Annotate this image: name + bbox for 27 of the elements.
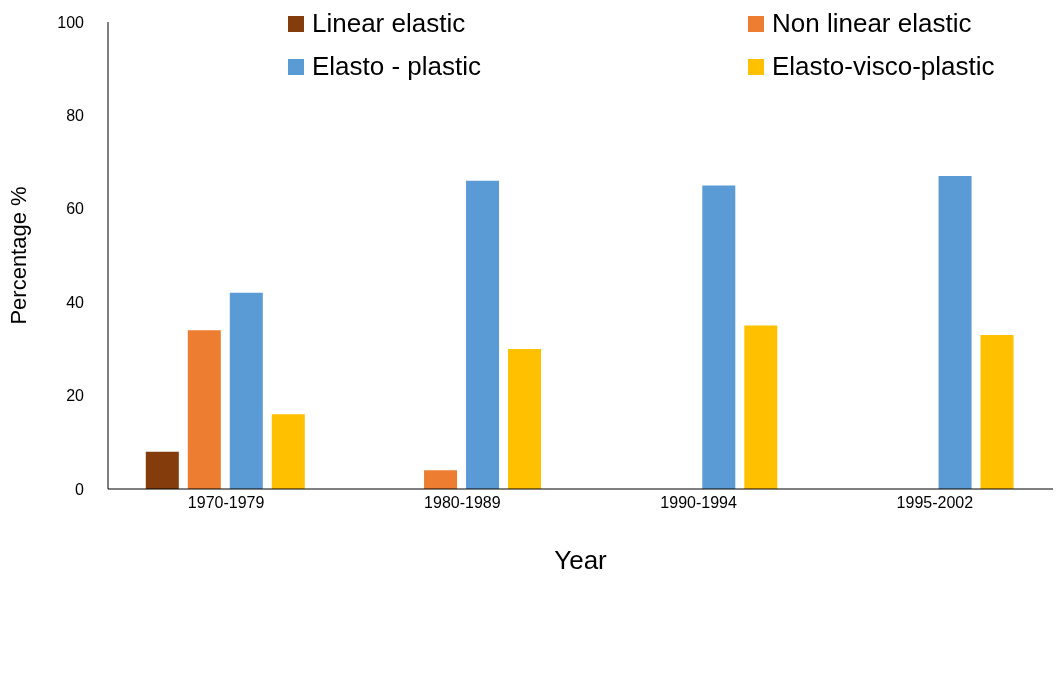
- bar: [187, 330, 221, 489]
- y-tick-label: 80: [66, 107, 85, 125]
- x-tick-label: 1970-1979: [187, 494, 265, 512]
- legend-label: Elasto-visco-plastic: [772, 51, 995, 82]
- bar: [508, 348, 542, 489]
- legend-label: Linear elastic: [312, 8, 466, 39]
- y-tick-label: 100: [57, 13, 85, 31]
- bar: [744, 325, 778, 489]
- x-tick-label: 1980-1989: [424, 494, 501, 512]
- bar: [424, 470, 458, 489]
- y-tick-label: 0: [75, 480, 85, 498]
- bar: [702, 185, 736, 489]
- bar: [145, 451, 179, 489]
- y-tick-label: 20: [66, 387, 85, 405]
- x-axis-title: Year: [554, 545, 608, 575]
- x-tick-label: 1990-1994: [660, 494, 737, 512]
- bar: [271, 414, 305, 489]
- bar: [229, 292, 263, 489]
- x-tick-label: 1995-2002: [896, 494, 974, 512]
- legend-label: Elasto - plastic: [312, 51, 482, 82]
- y-tick-label: 60: [66, 200, 85, 218]
- bar: [980, 334, 1014, 489]
- bar: [466, 180, 500, 489]
- y-tick-label: 40: [66, 293, 85, 311]
- legend-label: Non linear elastic: [772, 8, 972, 39]
- y-axis-title: Percentage %: [5, 186, 31, 325]
- bar: [938, 176, 972, 489]
